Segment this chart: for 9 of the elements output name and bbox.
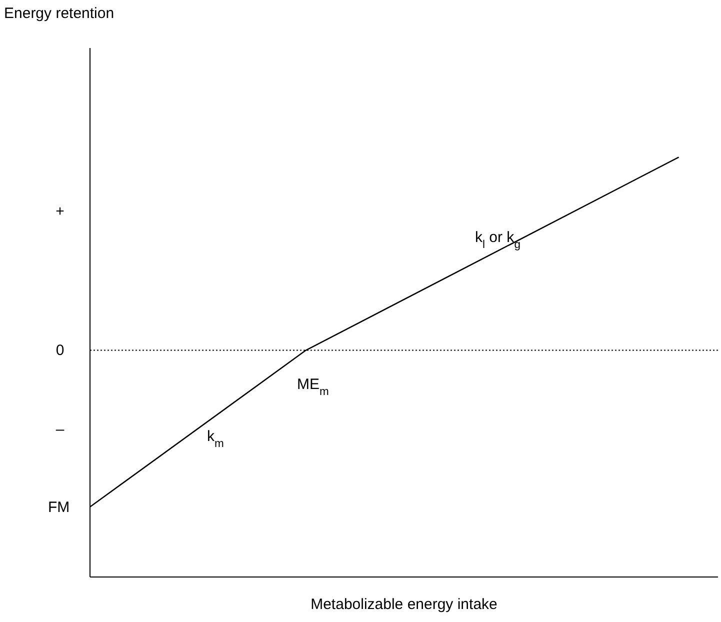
annotation: k$_{m}$: [207, 428, 224, 450]
text: +: [56, 203, 65, 220]
annotation: k$_{l}$ or k$_{g}$: [475, 229, 520, 251]
annotation: ME$_{m}$: [297, 376, 329, 398]
x-axis-title: Metabolizable energy intake: [310, 596, 498, 613]
text: 0: [56, 342, 64, 359]
text: FM: [48, 499, 70, 516]
text: Energy retention: [4, 5, 114, 22]
text: –: [56, 421, 65, 438]
